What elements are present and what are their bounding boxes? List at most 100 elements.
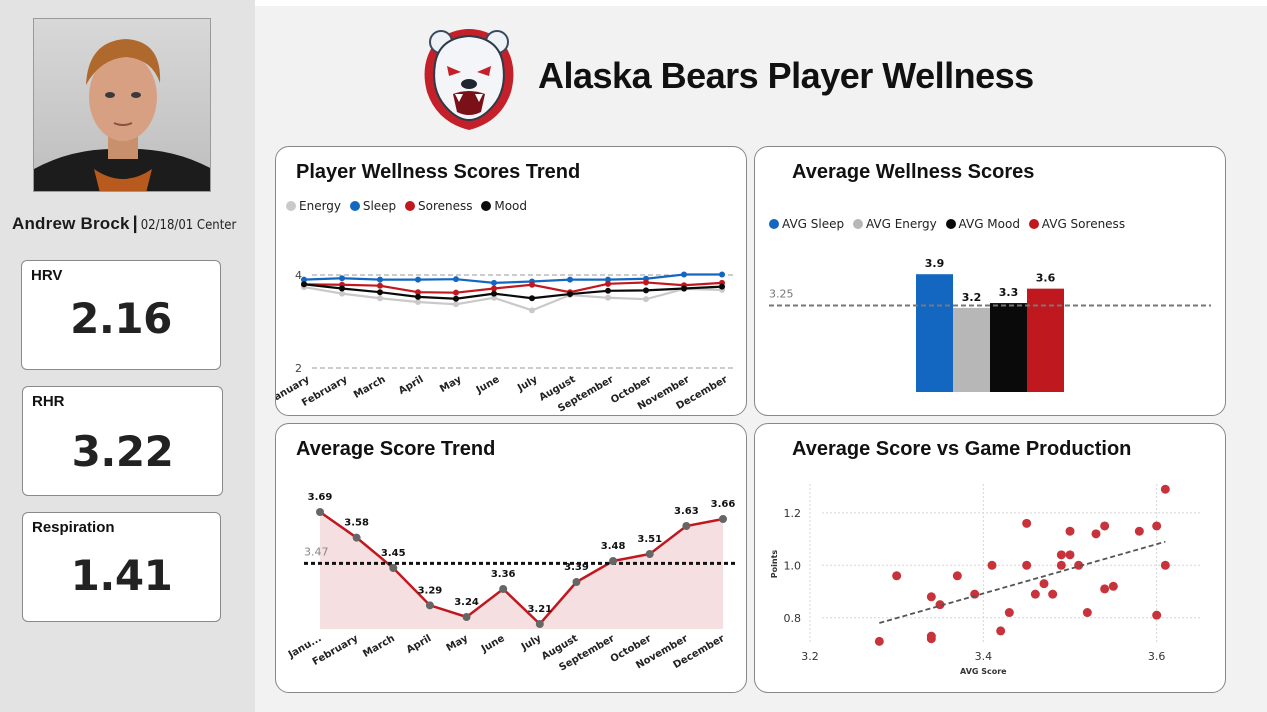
panel-title: Average Score Trend [296,438,496,460]
data-point [389,564,398,572]
x-tick-label: July [519,633,544,654]
bear-logo-icon [415,22,523,134]
x-tick-label: May [445,633,471,654]
legend-item-mood[interactable]: Mood [481,199,527,213]
data-point [643,287,649,294]
player-info: Andrew Brock | 02/18/01 Center [12,213,252,234]
data-point [643,279,649,286]
avg-trend-chart: 3.47 3.69 3.58 3.45 3.29 3.24 3.36 3.21 3.39 3.48… [286,492,738,674]
data-point [567,276,573,283]
panel-scatter: Average Score vs Game Production 3.2 3.4 3… [754,423,1226,693]
data-point [682,522,691,530]
data-point [535,620,544,628]
legend-label: AVG Mood [958,217,1020,231]
stat-card-hrv: HRV 2.16 [21,260,221,370]
scatter-point [952,571,962,581]
legend-swatch [286,201,296,211]
data-point [462,613,471,621]
scatter-point [1056,560,1066,570]
data-point [339,275,345,282]
legend-label: Mood [494,199,528,213]
data-point [605,294,611,301]
reference-label: 3.47 [304,545,329,558]
legend-item-soreness[interactable]: Soreness [405,199,473,213]
data-label: 3.51 [637,534,662,545]
scatter-point [892,571,902,581]
legend-item-avg-energy[interactable]: AVG Energy [852,217,937,231]
x-tick-label: June [479,633,507,656]
bar [953,307,990,392]
data-point [491,294,497,301]
legend-swatch [349,201,360,211]
data-point [301,281,307,288]
data-point [572,578,581,586]
y-tick-label: 0.8 [784,612,802,625]
legend-item-energy[interactable]: Energy [286,199,341,213]
scatter-point [1004,608,1014,618]
bar-value-label: 3.2 [962,291,982,304]
data-point [719,515,727,523]
bar [1027,288,1064,392]
data-point [453,295,459,302]
data-point [605,276,611,283]
legend-item-sleep[interactable]: Sleep [349,199,396,213]
bar-value-label: 3.9 [925,257,945,270]
series-line [303,273,722,285]
trend-line [879,540,1166,624]
data-point [491,290,497,297]
legend-item-avg-mood[interactable]: AVG Mood [945,217,1020,231]
scatter-point [1152,521,1162,531]
trend-line [319,510,724,626]
data-point [529,281,535,288]
data-point [425,601,434,610]
data-point [316,508,324,516]
panel-title: Average Score vs Game Production [792,438,1132,460]
scatter-point [1056,550,1066,560]
x-tick-label: April [405,633,434,656]
y-tick-label: 4 [295,269,302,282]
bar [990,303,1027,392]
scatter-point [1030,589,1040,599]
scatter-point [1091,529,1101,539]
data-point [377,282,383,289]
series-line [303,283,723,300]
legend-swatch [769,219,779,229]
data-point [643,296,649,303]
legend-item-avg-soreness[interactable]: AVG Soreness [1028,217,1126,231]
data-point [377,276,383,283]
x-tick-label: June [474,374,502,397]
scatter-point [1048,589,1058,599]
scatter-point [1082,608,1092,618]
data-label: 3.48 [601,541,626,552]
data-point [681,285,687,292]
x-tick-label: 3.2 [801,650,819,663]
reference-label: 3.25 [769,287,794,300]
scatter-point [926,634,936,644]
scatter-point [926,592,936,602]
data-label: 3.36 [491,569,516,580]
scatter-point [1134,526,1144,536]
player-name: Andrew Brock [12,214,130,233]
scatter-point [996,626,1006,636]
data-point [339,290,345,297]
y-axis-title: Points [770,550,779,579]
scatter-point [1100,521,1110,531]
scatter-point [1100,584,1110,594]
scatter-point [1022,518,1032,528]
y-tick-label: 1.2 [784,507,802,520]
legend-label: AVG Soreness [1041,217,1126,231]
stat-card-rhr: RHR 3.22 [22,386,223,496]
data-point [719,283,725,290]
legend-item-avg-sleep[interactable]: AVG Sleep [769,217,844,231]
data-point [453,289,459,296]
data-point [645,550,654,558]
scatter-point [1160,560,1170,570]
data-label: 3.66 [711,499,736,510]
data-point [453,276,459,283]
series-line [303,281,723,294]
panel-title: Player Wellness Scores Trend [296,161,581,183]
legend-label: AVG Energy [865,217,937,231]
legend-swatch [852,219,863,229]
scatter-point [874,636,884,646]
